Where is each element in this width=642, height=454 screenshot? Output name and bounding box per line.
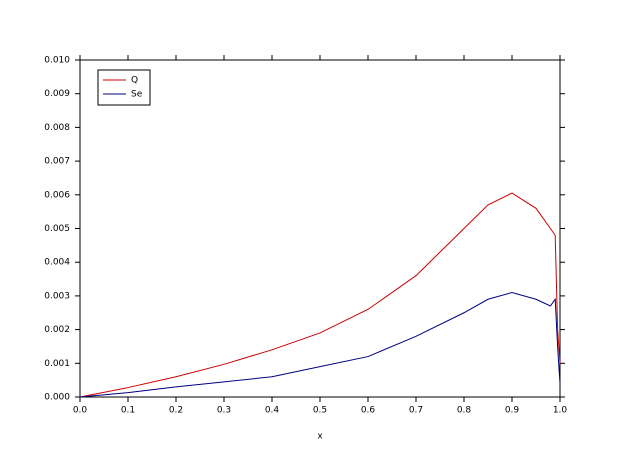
x-axis-label: x (317, 432, 323, 442)
x-tick-label: 0.8 (457, 406, 472, 416)
x-tick-label: 0.4 (265, 406, 280, 416)
legend-label: Se (131, 90, 143, 100)
y-tick-label: 0.008 (44, 123, 70, 133)
legend-box (97, 69, 151, 106)
x-tick-label: 0.3 (217, 406, 231, 416)
x-tick-label: 0.9 (505, 406, 520, 416)
plot-frame (79, 59, 561, 398)
x-tick-label: 0.6 (361, 406, 376, 416)
y-tick-label: 0.003 (44, 291, 70, 301)
series-line (79, 192, 561, 398)
y-tick-label: 0.002 (44, 325, 70, 335)
series-line (79, 292, 561, 398)
x-tick-label: 0.0 (73, 406, 88, 416)
y-tick-label: 0.005 (44, 224, 70, 234)
x-tick-label: 0.2 (169, 406, 183, 416)
y-tick-label: 0.007 (44, 157, 70, 167)
y-tick-label: 0.004 (44, 258, 70, 268)
legend-label: Q (131, 76, 138, 86)
y-tick-label: 0.001 (44, 359, 70, 369)
x-tick-label: 0.7 (409, 406, 423, 416)
y-tick-label: 0.000 (44, 393, 70, 403)
x-tick-label: 0.5 (313, 406, 327, 416)
x-tick-label: 0.1 (121, 406, 135, 416)
y-tick-label: 0.006 (44, 190, 70, 200)
y-tick-label: 0.010 (44, 56, 70, 66)
y-tick-label: 0.009 (44, 89, 70, 99)
x-tick-label: 1.0 (553, 406, 568, 416)
